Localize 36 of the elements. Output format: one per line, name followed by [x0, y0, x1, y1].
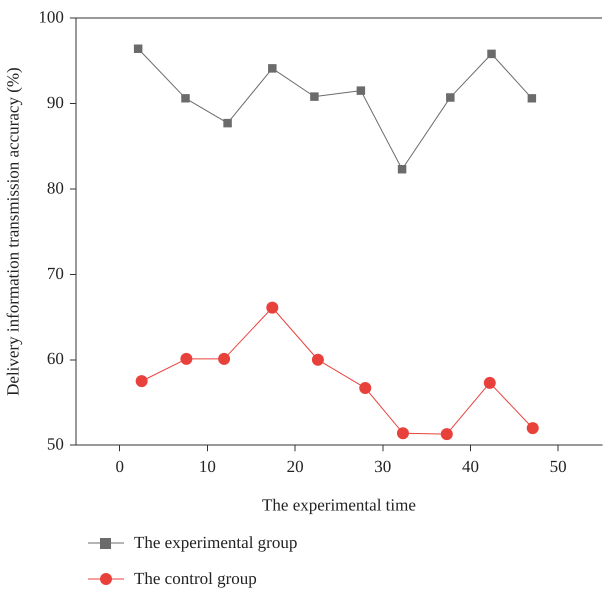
point	[312, 354, 324, 366]
y-tick-label: 70	[46, 264, 64, 283]
point	[310, 92, 319, 101]
point	[180, 352, 192, 365]
point	[484, 376, 496, 389]
point	[266, 302, 278, 314]
legend-label: The experimental group	[134, 533, 298, 553]
point	[136, 375, 148, 388]
point	[223, 118, 232, 128]
point	[356, 86, 366, 95]
y-tick-label: 80	[46, 178, 64, 198]
point	[440, 428, 453, 440]
x-tick-label: 40	[462, 456, 479, 476]
y-axis-title: Delivery information transmission accuracy (%)	[4, 67, 23, 396]
point	[218, 352, 230, 365]
y-tick-label: 60	[46, 349, 64, 368]
x-tick-label: 30	[374, 456, 392, 476]
x-axis-title: The experimental time	[262, 495, 416, 514]
x-tick-label: 50	[550, 456, 567, 476]
point	[446, 93, 455, 102]
point	[134, 44, 142, 53]
point	[526, 422, 539, 434]
point	[487, 50, 496, 58]
point	[268, 64, 277, 73]
x-tick-label: 0	[115, 456, 124, 476]
point	[398, 164, 406, 174]
point	[528, 94, 536, 103]
point	[396, 427, 409, 440]
y-tick-label: 90	[46, 92, 64, 112]
legend-label: The control group	[134, 569, 257, 589]
x-tick-label: 10	[198, 456, 216, 476]
y-tick-label: 100	[38, 7, 64, 26]
point	[359, 382, 372, 394]
x-tick-label: 20	[286, 456, 304, 476]
point	[181, 94, 190, 103]
y-tick-label: 50	[46, 434, 64, 454]
